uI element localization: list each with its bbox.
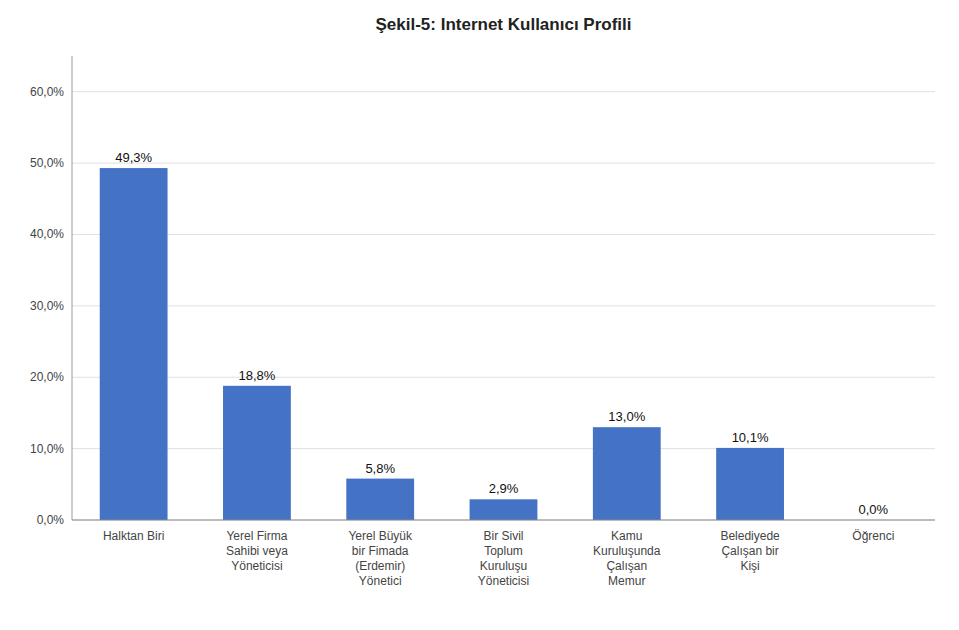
grid-line	[72, 377, 935, 378]
data-label: 0,0%	[859, 502, 889, 517]
bar	[593, 427, 661, 520]
x-tick-label-line: Toplum	[484, 544, 523, 558]
y-tick-label: 40,0%	[30, 227, 64, 241]
x-tick-label-line: Yöneticisi	[478, 574, 529, 588]
data-label: 13,0%	[608, 409, 645, 424]
grid-line	[72, 448, 935, 449]
x-tick-label-line: Yerel Firma	[226, 529, 287, 543]
x-tick-label: Bir SivilToplumKuruluşuYöneticisi	[478, 529, 529, 588]
x-tick-label-line: Kişi	[740, 559, 759, 573]
bar	[470, 499, 538, 520]
x-tick-label: KamuKuruluşundaÇalışanMemur	[593, 529, 661, 588]
x-tick-label-line: (Erdemir)	[355, 559, 405, 573]
x-tick-label-line: Bir Sivil	[483, 529, 523, 543]
grid	[72, 92, 935, 520]
x-tick-label-line: Kuruluşu	[480, 559, 527, 573]
y-tick-label: 60,0%	[30, 85, 64, 99]
grid-line	[72, 305, 935, 306]
x-tick-label: Yerel FirmaSahibi veyaYöneticisi	[226, 529, 288, 573]
grid-line	[72, 520, 935, 521]
y-axis-line	[72, 56, 73, 520]
x-tick-label: BelediyedeÇalışan birKişi	[720, 529, 780, 573]
grid-line	[72, 163, 935, 164]
bars	[100, 168, 784, 520]
bar	[223, 386, 291, 520]
bar	[346, 479, 414, 520]
y-tick-label: 20,0%	[30, 370, 64, 384]
y-tick-label: 0,0%	[37, 513, 65, 527]
x-tick-label-line: Yönetici	[359, 574, 402, 588]
x-tick-label-line: bir Fimada	[352, 544, 409, 558]
bar	[716, 448, 784, 520]
y-tick-label: 50,0%	[30, 156, 64, 170]
x-tick-label-line: Halktan Biri	[103, 529, 164, 543]
y-tick-label: 30,0%	[30, 299, 64, 313]
x-tick-label-line: Yöneticisi	[231, 559, 282, 573]
data-label: 5,8%	[365, 461, 395, 476]
x-tick-label-line: Çalışan	[606, 559, 647, 573]
x-tick-label-line: Öğrenci	[852, 529, 894, 543]
chart: Şekil-5: Internet Kullanıcı Profili 0,0% 1…	[0, 0, 959, 630]
x-tick-label-line: Çalışan bir	[721, 544, 778, 558]
bar	[100, 168, 168, 520]
x-tick-label-line: Sahibi veya	[226, 544, 288, 558]
y-tick-label: 10,0%	[30, 442, 64, 456]
grid-line	[72, 91, 935, 92]
x-tick-label-line: Kuruluşunda	[593, 544, 661, 558]
x-axis-line	[72, 520, 935, 521]
x-tick-label: Yerel Büyükbir Fimada(Erdemir)Yönetici	[348, 529, 413, 588]
data-label: 49,3%	[115, 150, 152, 165]
x-tick-label: Öğrenci	[852, 529, 894, 543]
x-tick-label-line: Yerel Büyük	[348, 529, 413, 543]
grid-line	[72, 234, 935, 235]
data-label: 2,9%	[489, 481, 519, 496]
title: Şekil-5: Internet Kullanıcı Profili	[376, 15, 632, 34]
x-tick-label-line: Memur	[608, 574, 645, 588]
x-tick-label-line: Belediyede	[720, 529, 780, 543]
data-label: 18,8%	[238, 368, 275, 383]
x-tick-label-line: Kamu	[611, 529, 642, 543]
x-tick-label: Halktan Biri	[103, 529, 164, 543]
data-label: 10,1%	[732, 430, 769, 445]
